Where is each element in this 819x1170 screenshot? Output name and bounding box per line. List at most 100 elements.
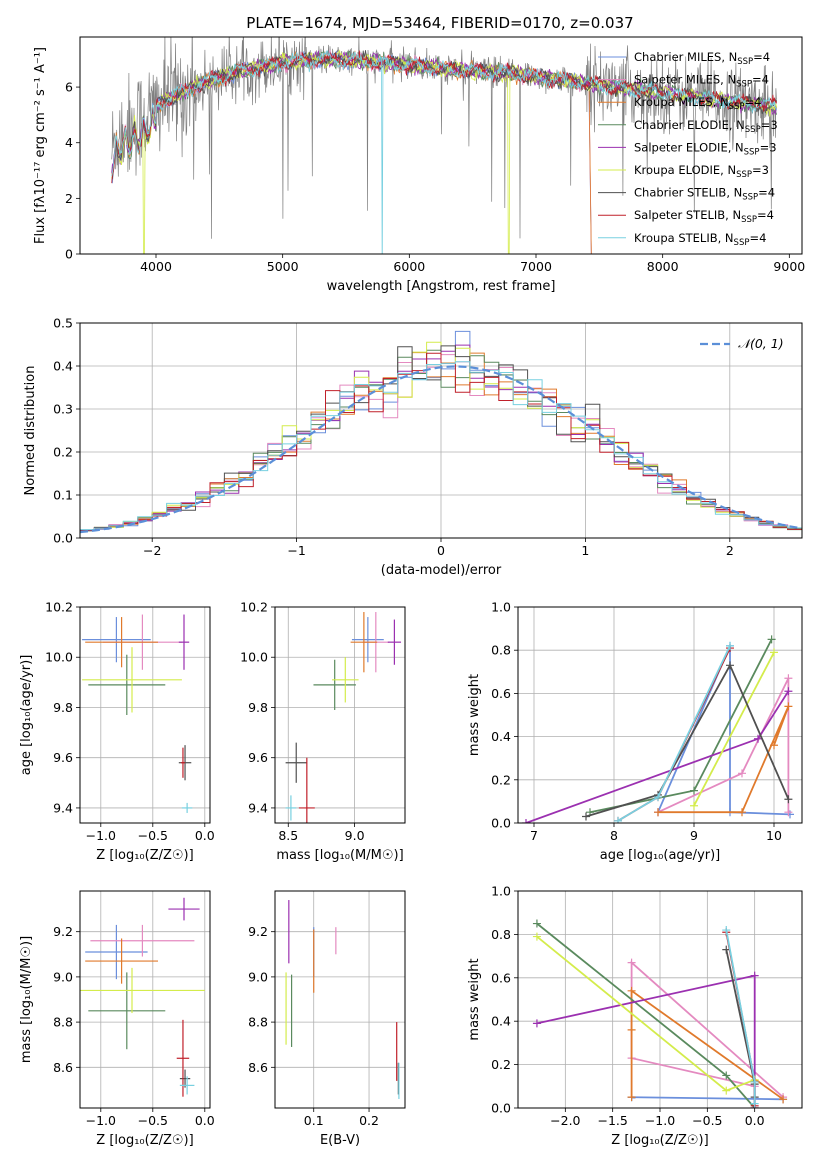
weight-marker <box>722 926 730 934</box>
y-tick-label: 0.1 <box>53 488 73 503</box>
age_vs_mass-plot-area <box>286 612 401 858</box>
weight-marker <box>770 648 778 656</box>
x-tick-label: 8 <box>610 828 618 843</box>
y-tick-label: 9.0 <box>53 969 73 984</box>
weight-line-salpeter_miles <box>658 678 788 812</box>
y-tick-label: 0.0 <box>491 1101 511 1116</box>
x-tick-label: 10 <box>766 828 782 843</box>
axes-frame <box>275 607 405 823</box>
x-tick-label: −1.5 <box>597 1113 627 1128</box>
x-tick-label: 7000 <box>520 259 552 274</box>
x-tick-label: 2 <box>726 543 734 558</box>
data-point-kroupa_stelib <box>182 803 192 813</box>
weight_vs_Z-axes: −2.0 −1.5 −1.0 −0.5 0.00.00.20.40.60.81.0Z [… <box>467 884 802 1149</box>
y-tick-label: 4 <box>65 135 73 150</box>
weight-marker <box>726 661 734 669</box>
y-tick-label: 10.0 <box>240 650 268 665</box>
weight-marker <box>738 808 746 816</box>
y-tick-label: 0.4 <box>491 729 511 744</box>
y-tick-label: 0.6 <box>491 686 511 701</box>
x-tick-label: 8.5 <box>278 828 298 843</box>
mass_vs_EBV-axes: 0.1 0.28.68.89.09.2E(B-V) <box>248 891 405 1148</box>
x-tick-label: 9 <box>690 828 698 843</box>
y-tick-label: 9.8 <box>53 700 73 715</box>
y-tick-label: 0.8 <box>491 643 511 658</box>
legend-entry: 𝒩(0, 1) <box>738 336 784 351</box>
y-tick-label: 6 <box>65 80 73 95</box>
data-point-chabrier_stelib <box>286 743 307 783</box>
weight-marker <box>770 741 778 749</box>
y-tick-label: 8.8 <box>53 1015 73 1030</box>
x-tick-label: −1.0 <box>645 1113 675 1128</box>
y-tick-label: 0.2 <box>491 1057 511 1072</box>
weight-marker <box>614 817 622 825</box>
age_vs_Z-axes: −1.0 −0.5 0.09.49.69.810.010.2Z [log₁₀(Z/Z… <box>19 600 215 864</box>
x-axis-label: wavelength [Angstrom, rest frame] <box>327 279 556 294</box>
weight-line-chabrier_elodie <box>590 639 772 812</box>
x-tick-label: 0.0 <box>195 828 215 843</box>
data-point-kroupa_elodie <box>59 968 205 1013</box>
x-tick-label: −1.0 <box>86 828 116 843</box>
legend-entry: Kroupa ELODIE, NSSP=3 <box>634 163 769 180</box>
normal-curve <box>80 367 799 533</box>
y-axis-label: mass [log₁₀(M/M☉)] <box>19 936 34 1063</box>
y-tick-label: 9.6 <box>53 750 73 765</box>
weight-marker <box>654 808 662 816</box>
y-tick-label: 9.2 <box>248 924 268 939</box>
x-tick-label: −1.0 <box>86 1113 116 1128</box>
mass_vs_Z-axes: −1.0 −0.5 0.08.68.89.09.2Z [log₁₀(Z/Z☉)]ma… <box>19 891 215 1148</box>
weight-marker <box>751 1100 759 1108</box>
y-tick-label: 0 <box>65 247 73 262</box>
y-tick-label: 0.4 <box>53 359 73 374</box>
y-tick-label: 9.6 <box>248 750 268 765</box>
x-axis-label: E(B-V) <box>320 1133 360 1148</box>
y-tick-label: 10.2 <box>45 600 73 615</box>
y-tick-label: 0.8 <box>491 927 511 942</box>
weight-line-kroupa_elodie <box>537 937 755 1091</box>
y-tick-label: 8.6 <box>248 1060 268 1075</box>
x-tick-label: 9000 <box>773 259 805 274</box>
x-axis-label: Z [log₁₀(Z/Z☉)] <box>96 1133 193 1148</box>
y-tick-label: 0.2 <box>491 772 511 787</box>
y-tick-label: 0.3 <box>53 402 73 417</box>
x-tick-label: −2 <box>143 543 161 558</box>
weight-marker <box>784 674 792 682</box>
weight-marker <box>784 795 792 803</box>
y-tick-label: 0.2 <box>53 445 73 460</box>
weight-marker <box>533 1019 541 1027</box>
weight-marker <box>784 702 792 710</box>
data-point-salpeter_elodie <box>179 615 189 670</box>
weight-marker <box>582 813 590 821</box>
x-axis-label: mass [log₁₀(M/M☉)] <box>276 848 403 863</box>
y-tick-label: 0.0 <box>53 531 73 546</box>
y-axis-label: Flux [fλ10⁻¹⁷ erg cm⁻² s⁻¹ A⁻¹] <box>33 47 48 244</box>
y-axis-label: mass weight <box>467 674 482 756</box>
y-tick-label: 9.0 <box>248 969 268 984</box>
residuals-legend: 𝒩(0, 1) <box>700 336 784 351</box>
weight-marker <box>628 1026 636 1034</box>
weight-marker <box>726 642 734 650</box>
y-tick-label: 0.6 <box>491 970 511 985</box>
x-tick-label: 0.1 <box>304 1113 324 1128</box>
y-tick-label: 1.0 <box>491 884 511 899</box>
data-point-chabrier_elodie <box>88 655 165 715</box>
legend-entry: Salpeter ELODIE, NSSP=3 <box>634 140 777 157</box>
axes-frame <box>275 891 405 1108</box>
axes-frame <box>80 891 210 1108</box>
legend-entry: Salpeter STELIB, NSSP=4 <box>634 208 774 225</box>
weight-marker <box>628 1093 636 1101</box>
x-axis-label: (data-model)/error <box>381 563 502 578</box>
x-tick-label: −1 <box>287 543 305 558</box>
data-point-salpeter_stelib <box>181 748 185 778</box>
age_vs_mass-axes: 8.5 9.0 9.4 9.6 9.8 10.0 10.2 mass [log₁₀(M/M☉)… <box>240 600 405 864</box>
x-axis-label: Z [log₁₀(Z/Z☉)] <box>96 848 193 863</box>
weight_vs_age-plot-area <box>522 635 794 827</box>
data-point-chabrier_miles <box>352 617 384 662</box>
x-axis-label: age [log₁₀(age/yr)] <box>600 848 721 863</box>
x-axis-label: Z [log₁₀(Z/Z☉)] <box>611 1133 708 1148</box>
x-tick-label: 6000 <box>393 259 425 274</box>
data-point-chabrier_stelib <box>179 745 191 780</box>
x-tick-label: 7 <box>530 828 538 843</box>
y-tick-label: 9.4 <box>53 800 73 815</box>
mass_vs_Z-plot-area <box>59 898 205 1097</box>
